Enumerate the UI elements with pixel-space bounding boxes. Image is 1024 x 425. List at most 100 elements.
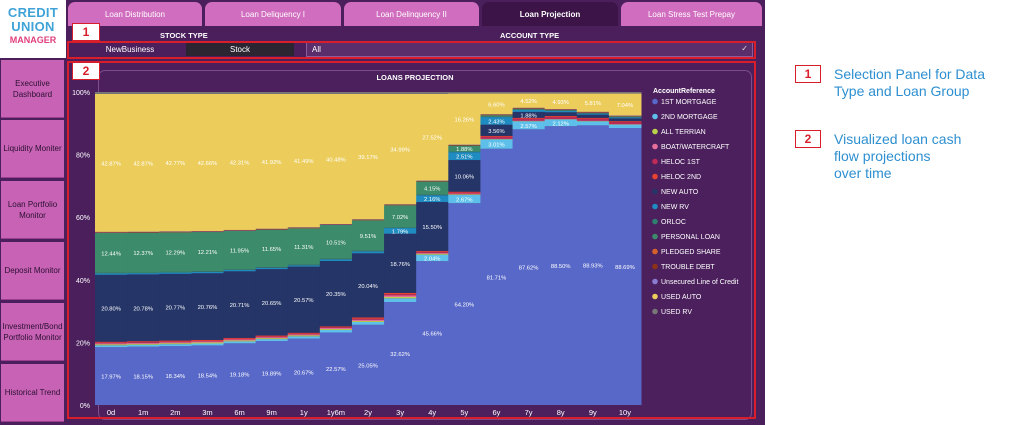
data-label-2nd-mortgage-7y: 2.57% <box>520 124 536 130</box>
tab-loan-stress-test-prepay[interactable]: Loan Stress Test Prepay <box>621 2 762 26</box>
bar-heloc-2nd-1y <box>287 332 321 334</box>
account-type-label: ACCOUNT TYPE <box>500 31 560 40</box>
bar-new-auto-7y <box>512 111 546 118</box>
bar-personal-loan-2m <box>159 232 192 272</box>
data-label-used-auto-6m: 42.31% <box>230 160 250 166</box>
data-label-personal-loan-0d: 12.44% <box>101 251 121 257</box>
bar-heloc-2nd-1y6m <box>319 326 353 328</box>
x-tick-9m: 9m <box>266 408 276 417</box>
bar-heloc-2nd-4y <box>416 250 449 252</box>
dashboard: CREDIT UNION MANAGER Executive Dashboard… <box>0 0 765 425</box>
legend-title: AccountReference <box>653 88 715 95</box>
data-label-used-auto-2y: 39.17% <box>358 155 378 161</box>
bar-used-rv-1m <box>127 92 160 94</box>
data-label-1st-mortgage-2y: 25.05% <box>358 363 378 369</box>
bar-heloc-2nd-3m <box>191 339 224 341</box>
sidebar-item-historical-trend[interactable]: Historical Trend <box>1 364 64 422</box>
logo-line-1: CREDIT <box>7 5 59 20</box>
bar-orloc-2y <box>351 250 385 252</box>
bar-2nd-mortgage-3y <box>384 298 417 303</box>
x-tick-9y: 9y <box>589 408 597 417</box>
legend-marker-new-rv <box>652 203 658 210</box>
bar-used-rv-10y <box>608 92 642 94</box>
data-label-used-auto-6y: 6.60% <box>488 102 504 108</box>
sidebar-item-executive-dashboard[interactable]: Executive Dashboard <box>1 60 64 118</box>
legend-label-new-auto: NEW AUTO <box>661 189 699 196</box>
bar-used-auto-4y <box>416 93 449 181</box>
legend-marker-pledged-share <box>652 248 658 255</box>
bar-new-auto-1m <box>127 274 160 342</box>
tab-loan-delinquency-1[interactable]: Loan Deliquency I <box>205 2 341 26</box>
bar-new-rv-10y <box>608 117 642 119</box>
logo: CREDIT UNION MANAGER <box>0 0 66 58</box>
bar-new-rv-1m <box>127 273 160 275</box>
data-label-used-auto-3m: 42.66% <box>198 161 218 167</box>
stock-option-stock[interactable]: Stock <box>186 43 294 56</box>
bar-used-rv-1y6m <box>319 92 353 94</box>
x-tick-5y: 5y <box>460 408 468 417</box>
bar-1st-mortgage-5y <box>448 203 481 405</box>
data-label-new-auto-4y: 15.50% <box>422 225 442 231</box>
chevron-down-icon: ✓ <box>741 44 748 53</box>
bar-2nd-mortgage-1m <box>127 344 160 347</box>
bar-2nd-mortgage-9m <box>255 339 289 342</box>
stock-option-newbusiness[interactable]: NewBusiness <box>78 43 182 56</box>
bar-orloc-4y <box>416 194 449 196</box>
legend-marker-used-rv <box>652 308 658 315</box>
data-label-1st-mortgage-1m: 18.15% <box>133 374 153 380</box>
bar-all-terrian-1y <box>287 335 321 337</box>
data-label-personal-loan-6m: 11.95% <box>230 249 249 255</box>
bar-heloc-2nd-5y <box>448 191 481 193</box>
data-label-1st-mortgage-3y: 32.62% <box>390 352 410 358</box>
x-tick-10y: 10y <box>619 408 631 417</box>
bar-personal-loan-9m <box>255 229 289 268</box>
bar-all-terrian-6m <box>223 340 257 342</box>
data-label-1st-mortgage-9y: 88.93% <box>583 264 603 270</box>
data-label-used-auto-10y: 7.04% <box>617 103 633 109</box>
data-label-1st-mortgage-10y: 88.69% <box>615 265 635 271</box>
data-label-personal-loan-5y: 1.88% <box>456 147 472 153</box>
bar-orloc-0d <box>95 272 128 274</box>
bar-new-rv-6y <box>480 117 514 125</box>
tab-loan-distribution[interactable]: Loan Distribution <box>68 2 202 26</box>
data-label-used-auto-1m: 42.87% <box>133 161 153 167</box>
data-label-used-auto-7y: 4.52% <box>520 99 536 105</box>
legend-marker-personal-loan <box>652 233 658 240</box>
legend-marker-1st-mortgage <box>652 98 658 105</box>
x-tick-3y: 3y <box>396 408 404 417</box>
legend-marker-2nd-mortgage <box>652 113 658 120</box>
bar-heloc-1st-0d <box>95 342 128 344</box>
x-tick-4y: 4y <box>428 408 436 417</box>
tab-loan-delinquency-2[interactable]: Loan Delinquency II <box>344 2 479 26</box>
bar-personal-loan-7y <box>512 108 546 110</box>
y-tick-4: 80% <box>76 153 90 160</box>
bar-2nd-mortgage-6y <box>480 139 514 149</box>
bar-heloc-1st-1y <box>287 333 321 335</box>
data-label-new-auto-9m: 20.65% <box>262 301 282 307</box>
bar-1st-mortgage-3y <box>384 302 417 405</box>
loans-projection-chart: LOANS PROJECTION 0% 20% 40% 60% 80% 100% 17.97%… <box>72 70 752 420</box>
bar-new-rv-9m <box>255 267 289 270</box>
data-label-new-auto-0d: 20.80% <box>101 307 121 313</box>
bar-used-rv-4y <box>416 92 449 94</box>
sidebar-item-liquidity-monitor[interactable]: Liquidity Moniter <box>1 120 64 178</box>
bar-personal-loan-5y <box>448 145 481 152</box>
data-label-new-auto-7y: 1.88% <box>520 113 536 119</box>
tab-loan-projection[interactable]: Loan Projection <box>482 2 618 26</box>
data-label-2nd-mortgage-4y: 2.04% <box>424 256 440 262</box>
sidebar-item-investment-bond-monitor[interactable]: Investment/Bond Portfolio Monitor <box>1 303 64 361</box>
bar-personal-loan-6y <box>480 115 514 117</box>
bar-new-rv-2y <box>351 251 385 254</box>
sidebar-item-deposit-monitor[interactable]: Deposit Monitor <box>1 242 64 300</box>
sidebar-item-loan-portfolio-monitor[interactable]: Loan Portfolio Monitor <box>1 181 64 239</box>
data-label-used-auto-9y: 5.81% <box>585 101 601 107</box>
bar-new-auto-1y <box>287 266 321 333</box>
bar-1st-mortgage-8y <box>544 126 578 406</box>
bar-new-rv-0d <box>95 273 128 275</box>
bar-used-rv-7y <box>512 92 546 94</box>
data-label-new-auto-1y: 20.57% <box>294 298 314 304</box>
data-label-personal-loan-1y: 11.31% <box>294 245 313 251</box>
x-tick-7y: 7y <box>525 408 533 417</box>
data-label-1st-mortgage-6y: 81.71% <box>487 275 507 281</box>
bar-personal-loan-0d <box>95 232 128 273</box>
